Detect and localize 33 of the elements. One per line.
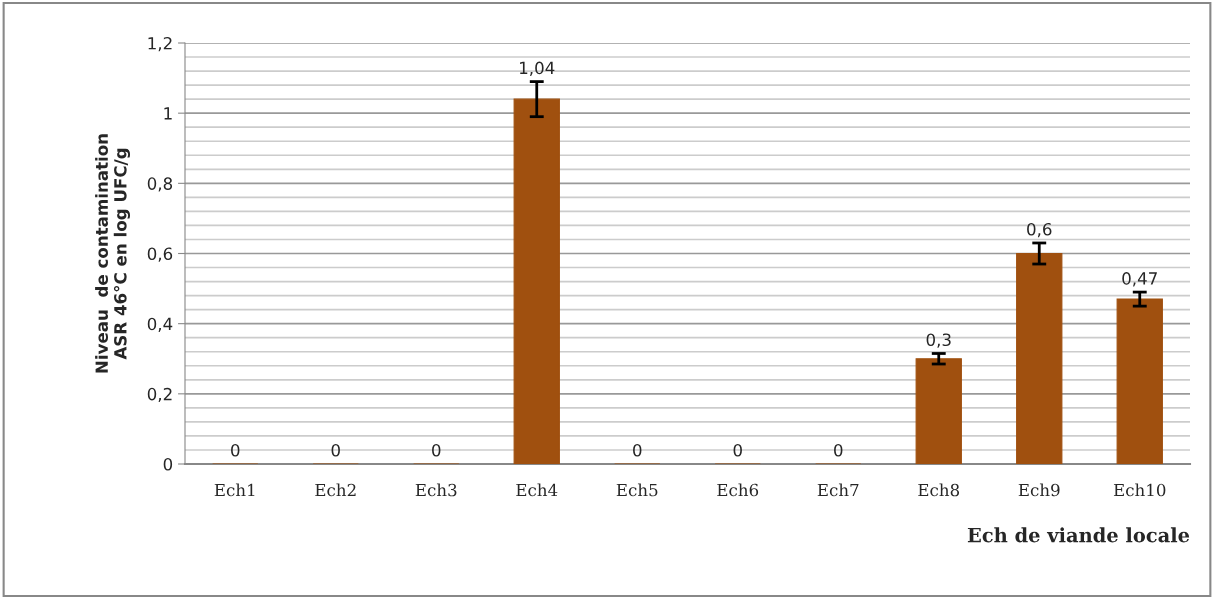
data-label: 0 bbox=[633, 444, 642, 457]
bar bbox=[1016, 252, 1063, 464]
data-label: 0 bbox=[733, 444, 742, 457]
y-tick-label: 0,2 bbox=[147, 387, 172, 403]
x-tick-label: Ech9 bbox=[1018, 483, 1060, 497]
bar bbox=[513, 98, 560, 464]
data-label: 0 bbox=[432, 444, 441, 457]
y-tick-label: 1 bbox=[164, 107, 172, 120]
y-axis-title: Niveau de contamination ASR 46°C en log UFC/g bbox=[95, 134, 131, 373]
x-tick-label: Ech10 bbox=[1113, 483, 1166, 497]
bar bbox=[1116, 298, 1163, 464]
bar bbox=[915, 358, 962, 464]
x-tick-label: Ech7 bbox=[817, 483, 859, 497]
data-label: 0,47 bbox=[1122, 272, 1157, 287]
y-tick-label: 0,8 bbox=[147, 177, 173, 192]
x-tick-label: Ech2 bbox=[315, 483, 356, 497]
y-tick-label: 0 bbox=[163, 457, 173, 471]
x-tick-label: Ech4 bbox=[516, 483, 558, 497]
data-label: 0,6 bbox=[1027, 222, 1052, 238]
x-tick-label: Ech1 bbox=[214, 483, 255, 497]
x-tick-label: Ech3 bbox=[415, 483, 457, 497]
x-tick-label: Ech5 bbox=[616, 483, 658, 497]
data-label: 0 bbox=[834, 444, 843, 457]
y-tick-label: 1,2 bbox=[148, 36, 172, 52]
y-tick-label: 0,6 bbox=[147, 247, 173, 262]
x-axis-title: Ech de viande locale bbox=[967, 527, 1190, 543]
data-label: 0 bbox=[231, 444, 240, 457]
data-label: 0,3 bbox=[926, 333, 951, 348]
data-label: 1,04 bbox=[520, 61, 555, 76]
x-tick-label: Ech8 bbox=[918, 483, 960, 497]
x-tick-label: Ech6 bbox=[717, 483, 759, 497]
y-tick-label: 0,4 bbox=[147, 317, 173, 332]
data-label: 0 bbox=[331, 444, 340, 457]
